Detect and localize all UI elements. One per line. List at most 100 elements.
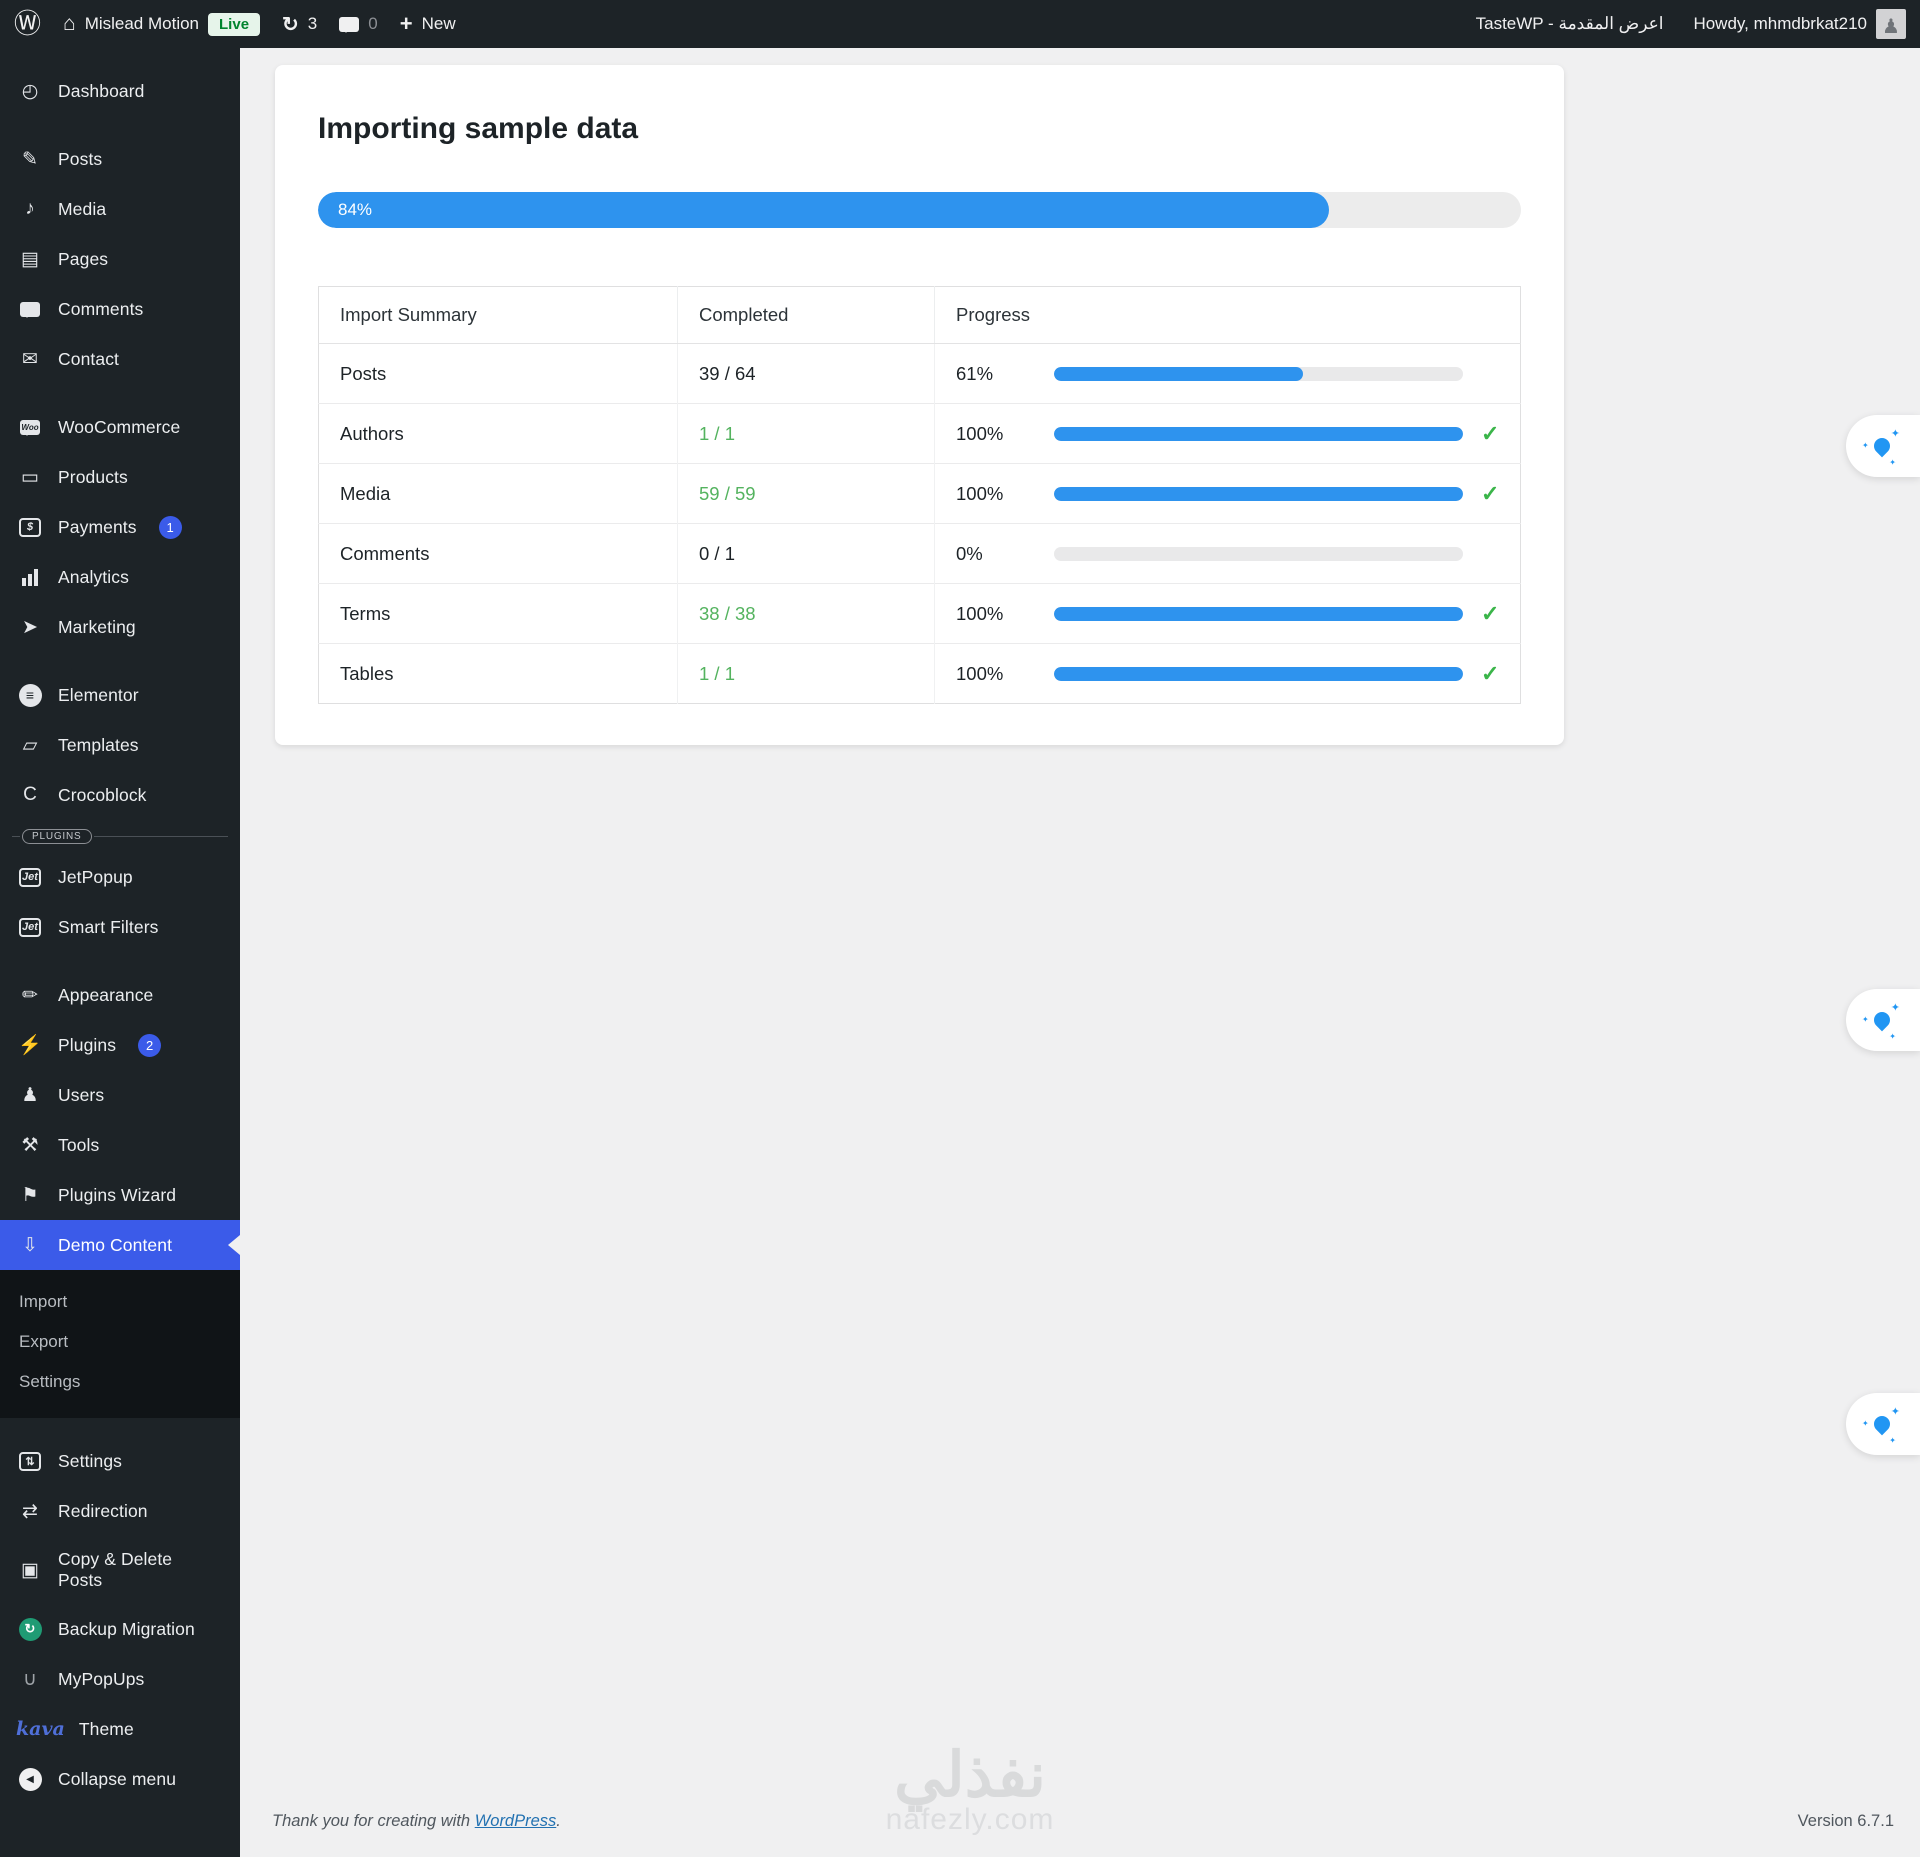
sidebar-item-label: Plugins xyxy=(58,1034,117,1055)
submenu-item-settings[interactable]: Settings xyxy=(19,1372,81,1391)
wordpress-logo-icon[interactable]: Ⓦ xyxy=(14,8,41,39)
sidebar-item-tools[interactable]: ⚒ Tools xyxy=(0,1120,240,1170)
sidebar-item-label: Demo Content xyxy=(58,1234,173,1255)
comments-link[interactable]: 0 xyxy=(339,14,378,34)
collapse-arrow-icon: ◀ xyxy=(16,1767,44,1791)
sidebar-item-marketing[interactable]: ➤ Marketing xyxy=(0,602,240,652)
sidebar-item-label: Products xyxy=(58,466,128,487)
sidebar-item-backup-migration[interactable]: ↻ Backup Migration xyxy=(0,1604,240,1654)
sidebar-item-label: Analytics xyxy=(58,566,129,587)
sidebar-item-pages[interactable]: ▤ Pages xyxy=(0,234,240,284)
updates-count: 3 xyxy=(307,14,318,33)
sidebar-item-payments[interactable]: $ Payments 1 xyxy=(0,502,240,552)
row-progress-fill xyxy=(1054,666,1463,681)
sidebar-item-label: Theme xyxy=(78,1718,134,1739)
count-badge: 2 xyxy=(138,1033,162,1057)
column-header-progress: Progress xyxy=(934,286,1521,344)
water-droplet-widget[interactable]: ✦ ✦ ✦ xyxy=(1846,1393,1920,1455)
sidebar-item-dashboard[interactable]: ◴ Dashboard xyxy=(0,66,240,116)
import-card: Importing sample data 84% Import Summary… xyxy=(275,65,1564,745)
sidebar-item-label: Dashboard xyxy=(58,80,145,101)
row-progress-track xyxy=(1054,546,1463,561)
water-droplet-widget[interactable]: ✦ ✦ ✦ xyxy=(1846,415,1920,477)
sidebar-item-plugins[interactable]: ⚡ Plugins 2 xyxy=(0,1020,240,1070)
sidebar-item-analytics[interactable]: Analytics xyxy=(0,552,240,602)
row-progress-track xyxy=(1054,666,1463,681)
row-progress-cell: 100% ✓ xyxy=(934,403,1521,464)
media-icon: ♪ xyxy=(25,198,35,219)
sidebar-item-copy-delete-posts[interactable]: ▣ Copy & Delete Posts xyxy=(0,1536,240,1604)
account-menu[interactable]: Howdy, mhmdbrkat210 ♟ xyxy=(1693,9,1906,39)
table-row-terms: Terms 38 / 38 100% ✓ xyxy=(318,583,1521,644)
row-completed: 1 / 1 xyxy=(677,403,935,464)
sidebar-item-label: Tools xyxy=(58,1134,100,1155)
new-content-link[interactable]: + New xyxy=(400,11,456,37)
admin-bar: Ⓦ ⌂ Mislead Motion Live ↻ 3 0 + New Tast… xyxy=(0,0,1920,48)
sidebar-item-products[interactable]: ▭ Products xyxy=(0,452,240,502)
row-progress-track xyxy=(1054,606,1463,621)
sidebar-item-contact[interactable]: ✉ Contact xyxy=(0,334,240,384)
sidebar-item-elementor[interactable]: ≡ Elementor xyxy=(0,670,240,720)
sidebar-item-woocommerce[interactable]: Woo WooCommerce xyxy=(0,402,240,452)
sidebar-item-crocoblock[interactable]: C Crocoblock xyxy=(0,770,240,820)
sidebar-item-templates[interactable]: ▱ Templates xyxy=(0,720,240,770)
tastewp-link[interactable]: TasteWP - اعرض المقدمة xyxy=(1475,14,1664,33)
menu-gap xyxy=(0,384,240,402)
kava-logo: kava xyxy=(16,1718,65,1740)
check-icon: ✓ xyxy=(1481,660,1500,686)
sidebar-item-comments[interactable]: Comments xyxy=(0,284,240,334)
home-icon: ⌂ xyxy=(63,12,76,35)
water-droplet-icon: ✦ ✦ ✦ xyxy=(1862,1406,1900,1445)
main-content: Importing sample data 84% Import Summary… xyxy=(240,48,1920,1857)
sidebar-item-demo-content[interactable]: ⇩ Demo Content xyxy=(0,1220,240,1270)
sidebar-item-label: Appearance xyxy=(58,984,154,1005)
row-progress-track xyxy=(1054,366,1463,381)
row-progress-cell: 61%✓ xyxy=(934,343,1521,404)
sidebar-item-label: Elementor xyxy=(58,684,139,705)
sidebar-item-mypopups[interactable]: ∪ MyPopUps xyxy=(0,1654,240,1704)
sidebar-item-appearance[interactable]: ✏ Appearance xyxy=(0,970,240,1020)
new-label: New xyxy=(421,14,456,33)
row-completed: 0 / 1 xyxy=(677,523,935,584)
redirect-arrows-icon: ⇄ xyxy=(22,1500,38,1522)
sidebar-item-label: Posts xyxy=(58,148,103,169)
table-row-tables: Tables 1 / 1 100% ✓ xyxy=(318,643,1521,704)
sidebar-item-plugins-wizard[interactable]: ⚑ Plugins Wizard xyxy=(0,1170,240,1220)
submenu-item-export[interactable]: Export xyxy=(19,1332,69,1351)
sidebar-nav: ◴ Dashboard ✎ Posts ♪ Media ▤ Pages Comments ✉ Con… xyxy=(0,66,240,1804)
row-completed: 39 / 64 xyxy=(677,343,935,404)
row-name: Authors xyxy=(318,403,678,464)
flag-icon: ⚑ xyxy=(21,1184,39,1206)
water-droplet-icon: ✦ ✦ ✦ xyxy=(1862,428,1900,467)
water-droplet-widget[interactable]: ✦ ✦ ✦ xyxy=(1846,989,1920,1051)
envelope-icon: ✉ xyxy=(22,348,38,370)
admin-bar-left: Ⓦ ⌂ Mislead Motion Live ↻ 3 0 + New xyxy=(0,8,456,39)
site-name-link[interactable]: ⌂ Mislead Motion Live xyxy=(63,12,261,36)
sidebar-item-theme[interactable]: kava Theme xyxy=(0,1704,240,1754)
column-header-import-summary: Import Summary xyxy=(318,286,678,344)
version-label: Version 6.7.1 xyxy=(1797,1812,1894,1830)
row-progress-percent: 100% xyxy=(956,662,1004,684)
submenu-item-import[interactable]: Import xyxy=(19,1292,68,1311)
sidebar-item-collapse-menu[interactable]: ◀ Collapse menu xyxy=(0,1754,240,1804)
settings-sliders-icon: ⇅ xyxy=(16,1451,44,1471)
row-progress-fill xyxy=(1054,606,1463,621)
sidebar-item-settings[interactable]: ⇅ Settings xyxy=(0,1436,240,1486)
plugin-icon: ⚡ xyxy=(18,1035,42,1056)
woocommerce-icon: Woo xyxy=(16,419,44,436)
menu-gap xyxy=(0,952,240,970)
sidebar-item-posts[interactable]: ✎ Posts xyxy=(0,134,240,184)
updates-link[interactable]: ↻ 3 xyxy=(282,12,317,37)
row-name: Tables xyxy=(318,643,678,704)
sidebar-item-jetpopup[interactable]: Jet JetPopup xyxy=(0,852,240,902)
sidebar-item-redirection[interactable]: ⇄ Redirection xyxy=(0,1486,240,1536)
demo-content-submenu: Import Export Settings xyxy=(0,1270,240,1418)
sidebar-item-users[interactable]: ♟ Users xyxy=(0,1070,240,1120)
wordpress-link[interactable]: WordPress xyxy=(474,1812,557,1830)
updates-icon: ↻ xyxy=(282,13,299,36)
sidebar-item-smart-filters[interactable]: Jet Smart Filters xyxy=(0,902,240,952)
sidebar-item-media[interactable]: ♪ Media xyxy=(0,184,240,234)
row-progress-track xyxy=(1054,486,1463,501)
